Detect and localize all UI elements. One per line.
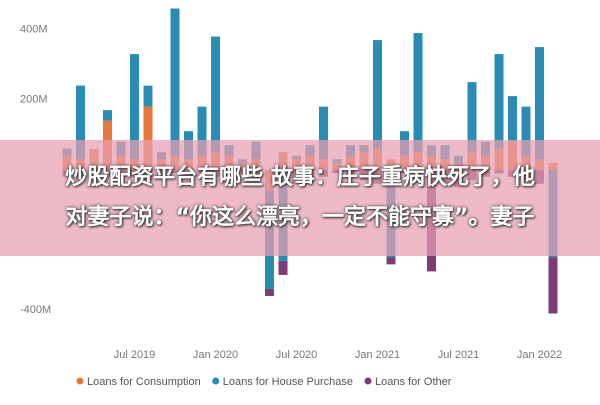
- banner-line: 对妻子说：“你这么漂亮，一定不能守寡”。妻子: [65, 205, 535, 230]
- x-tick-label: Jan 2020: [193, 349, 238, 361]
- bar-segment: [265, 288, 274, 296]
- bar-segment: [197, 106, 207, 156]
- bar-segment: [413, 33, 423, 153]
- x-tick-label: Jan 2021: [355, 349, 400, 361]
- bar-segment: [143, 106, 153, 170]
- x-tick-label: Jan 2022: [517, 349, 562, 361]
- bar-segment: [548, 257, 558, 314]
- legend-label: Loans for House Purchase: [223, 376, 353, 388]
- bar-segment: [373, 40, 382, 149]
- bar-segment: [467, 82, 477, 153]
- legend-label: Loans for Consumption: [87, 376, 201, 388]
- bar-segment: [535, 47, 544, 160]
- x-tick-label: Jul 2019: [114, 349, 156, 361]
- bar-segment: [211, 36, 220, 153]
- bar-segment: [494, 54, 504, 149]
- y-tick-label: 400M: [20, 23, 48, 35]
- bar-segment: [130, 54, 139, 160]
- legend-label: Loans for Other: [375, 376, 452, 388]
- y-tick-label: 200M: [20, 94, 48, 106]
- legend-marker: [364, 377, 372, 385]
- x-tick-label: Jul 2020: [276, 349, 318, 361]
- bar-segment: [386, 257, 396, 265]
- bar-segment: [103, 110, 112, 121]
- bar-segment: [143, 85, 153, 107]
- bar-segment: [319, 106, 328, 160]
- x-tick-label: Jul 2021: [438, 349, 480, 361]
- y-tick-label: -400M: [20, 304, 51, 316]
- legend-marker: [212, 377, 220, 385]
- bar-segment: [170, 8, 180, 156]
- bar-segment: [278, 260, 288, 275]
- bar-segment: [521, 106, 531, 156]
- overlay-banner: 炒股配资平台有哪些 故事：庄子重病快死了，他 对妻子说：“你这么漂亮，一定不能守…: [0, 140, 600, 256]
- legend-marker: [76, 377, 84, 385]
- bar-segment: [508, 96, 517, 142]
- bar-segment: [76, 85, 85, 160]
- banner-line: 炒股配资平台有哪些 故事：庄子重病快死了，他: [65, 165, 535, 190]
